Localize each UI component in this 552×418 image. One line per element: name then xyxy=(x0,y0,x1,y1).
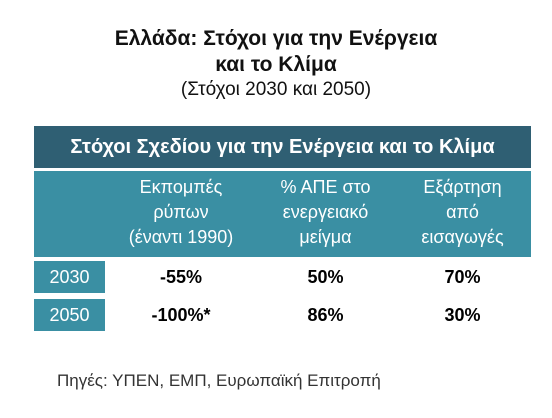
header-renewables-line-3: μείγμα xyxy=(299,227,352,247)
page-subtitle: (Στόχοι 2030 και 2050) xyxy=(180,79,372,100)
cell-imports-2030: 70% xyxy=(394,261,531,293)
header-renewables-line-2: ενεργειακό xyxy=(282,202,369,222)
cell-renewables-2030: 50% xyxy=(257,261,394,293)
header-import-line-1: Εξάρτηση xyxy=(423,177,502,197)
header-empty-cell xyxy=(34,171,105,257)
targets-table: Στόχοι Σχεδίου για την Ενέργεια και το Κ… xyxy=(34,126,531,331)
header-emissions-line-1: Εκπομπές xyxy=(139,177,223,197)
row-year-2030: 2030 xyxy=(34,261,105,293)
cell-renewables-2050: 86% xyxy=(257,299,394,331)
header-import-dependency: Εξάρτηση από εισαγωγές xyxy=(394,171,531,257)
header-import-line-2: από xyxy=(446,202,479,222)
cell-emissions-2030: -55% xyxy=(105,261,257,293)
table-header-row: Εκπομπές ρύπων (έναντι 1990) % ΑΠΕ στο ε… xyxy=(34,171,531,257)
header-renewables-line-1: % ΑΠΕ στο xyxy=(280,177,371,197)
cell-imports-2050: 30% xyxy=(394,299,531,331)
page-title-line-2: και το Κλίμα xyxy=(215,53,337,76)
page-title-line-1: Ελλάδα: Στόχοι για την Ενέργεια xyxy=(114,27,438,50)
table-banner: Στόχοι Σχεδίου για την Ενέργεια και το Κ… xyxy=(34,126,531,171)
header-renewables: % ΑΠΕ στο ενεργειακό μείγμα xyxy=(257,171,394,257)
table-row-2030: 2030 -55% 50% 70% xyxy=(34,261,531,293)
source-note: Πηγές: ΥΠΕΝ, ΕΜΠ, Ευρωπαϊκή Επιτροπή xyxy=(57,371,381,390)
header-emissions: Εκπομπές ρύπων (έναντι 1990) xyxy=(105,171,257,257)
header-emissions-line-2: ρύπων xyxy=(153,202,209,222)
header-emissions-line-3: (έναντι 1990) xyxy=(128,227,234,247)
title-block: Ελλάδα: Στόχοι για την Ενέργεια και το Κ… xyxy=(0,26,552,102)
table-row-2050: 2050 -100%* 86% 30% xyxy=(34,299,531,331)
cell-emissions-2050: -100%* xyxy=(105,299,257,331)
row-year-2050: 2050 xyxy=(34,299,105,331)
header-import-line-3: εισαγωγές xyxy=(421,227,504,247)
